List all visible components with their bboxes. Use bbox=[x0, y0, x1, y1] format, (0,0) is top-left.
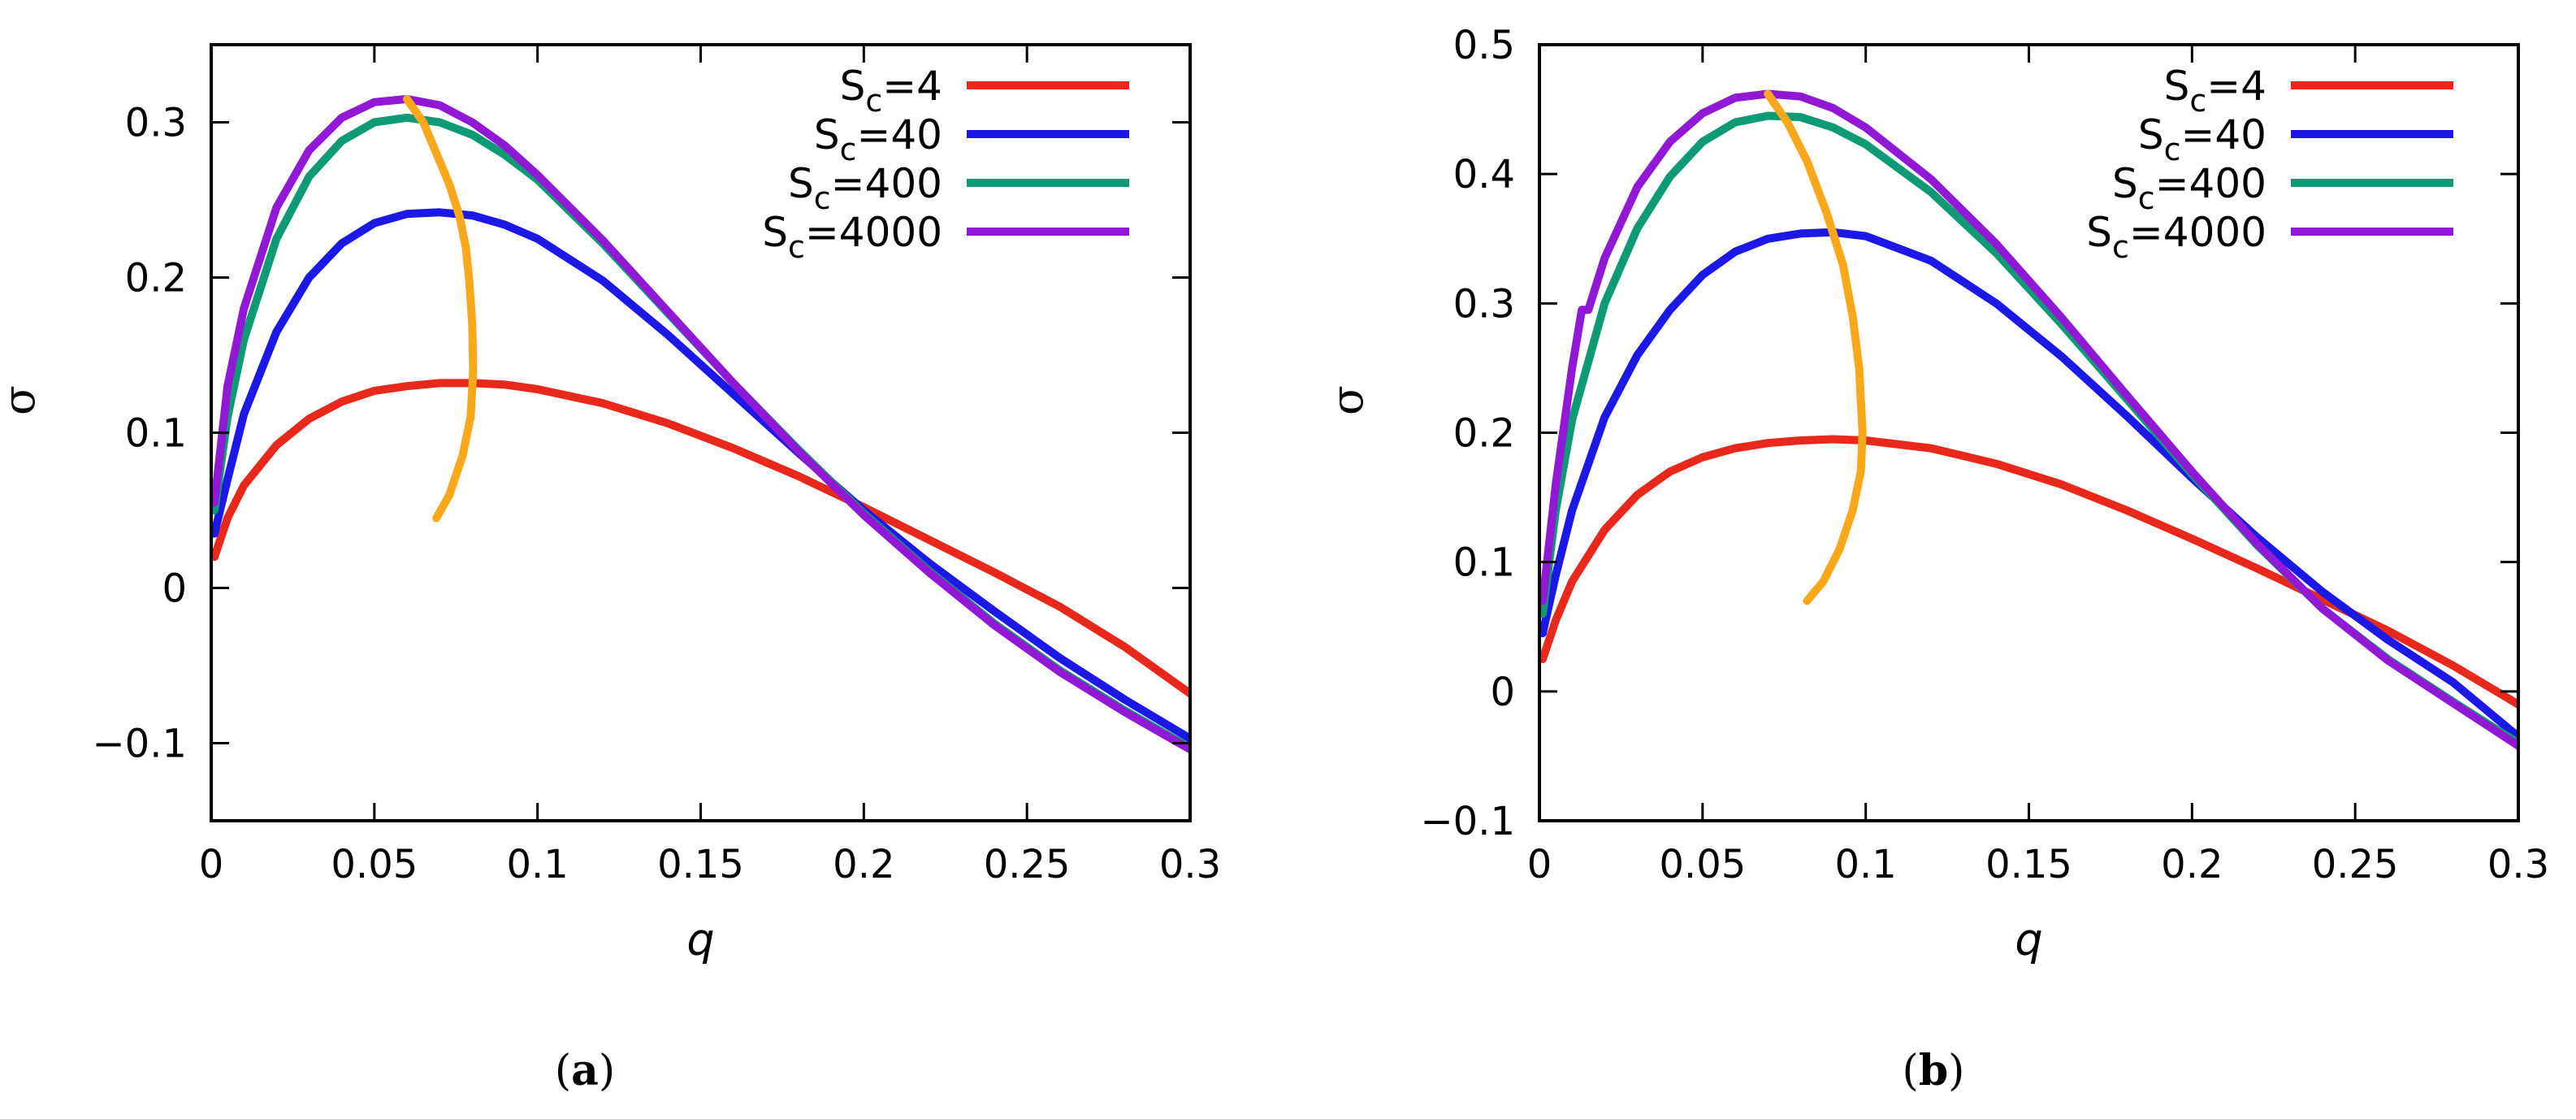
series-line-sc-4000 bbox=[1539, 89, 2518, 750]
y-tick-label: 0.3 bbox=[1453, 281, 1515, 327]
x-tick-label: 0.2 bbox=[2161, 842, 2223, 887]
legend-label: Sc=4 bbox=[2164, 63, 2266, 119]
chart-panel-a: 0 0.05 0.1 0.15 0.2 0.25 0.3 −0.1 0 0.1 0.2 0.3 q σ Sc… bbox=[0, 43, 1221, 1095]
y-tick-label: 0 bbox=[162, 566, 187, 612]
x-tick-label: 0.3 bbox=[2487, 842, 2549, 887]
y-tick-label: 0.4 bbox=[1453, 152, 1515, 197]
series-line-sc-40 bbox=[1539, 228, 2518, 741]
y-tick-label: 0.2 bbox=[125, 256, 187, 301]
x-tick-label: 0.1 bbox=[1834, 842, 1896, 887]
series-group bbox=[211, 94, 1190, 754]
y-tick-label: −0.1 bbox=[92, 722, 187, 767]
legend-label: Sc=400 bbox=[2112, 160, 2266, 216]
legend-label: Sc=40 bbox=[2138, 111, 2266, 167]
y-axis-label: σ bbox=[0, 385, 45, 415]
x-axis-label: q bbox=[2015, 914, 2042, 965]
series-group bbox=[1539, 89, 2518, 750]
panel-label: (b) bbox=[1903, 1046, 1965, 1095]
y-tick-label: 0.5 bbox=[1453, 23, 1515, 68]
y-tick-label: 0 bbox=[1490, 670, 1515, 715]
x-tick-label: 0.05 bbox=[331, 842, 418, 887]
series-line-sc-4 bbox=[211, 379, 1190, 698]
y-tick-label: 0.3 bbox=[125, 101, 187, 146]
legend-label: Sc=4000 bbox=[762, 209, 942, 265]
legend-label: Sc=4000 bbox=[2086, 209, 2266, 265]
y-tick-label: 0.1 bbox=[1453, 540, 1515, 586]
x-tick-label: 0 bbox=[199, 842, 224, 887]
legend-label: Sc=400 bbox=[788, 160, 942, 216]
x-tick-label: 0.25 bbox=[2312, 842, 2399, 887]
series-line-sc-4 bbox=[1539, 435, 2518, 709]
panel-label: (a) bbox=[555, 1046, 615, 1095]
x-tick-label: 0.15 bbox=[657, 842, 744, 887]
y-tick-label: 0.1 bbox=[125, 411, 187, 457]
legend-label: Sc=4 bbox=[840, 63, 942, 119]
legend-label: Sc=40 bbox=[814, 111, 942, 167]
maximum-trace-line bbox=[403, 94, 478, 523]
x-tick-label: 0.25 bbox=[984, 842, 1071, 887]
y-tick-label: −0.1 bbox=[1420, 799, 1515, 844]
x-tick-label: 0.05 bbox=[1659, 842, 1746, 887]
x-tick-label: 0 bbox=[1527, 842, 1552, 887]
x-tick-label: 0.1 bbox=[506, 842, 568, 887]
y-axis-label: σ bbox=[1322, 385, 1373, 415]
maximum-trace-line bbox=[1764, 89, 1867, 605]
series-line-sc-4000 bbox=[211, 94, 1190, 754]
x-tick-label: 0.3 bbox=[1159, 842, 1221, 887]
series-line-sc-40 bbox=[211, 208, 1190, 743]
chart-panel-b: 0 0.05 0.1 0.15 0.2 0.25 0.3 −0.1 0 0.1 0.2 0.3 0.4 0… bbox=[1322, 23, 2549, 1095]
y-tick-label: 0.2 bbox=[1453, 411, 1515, 457]
x-tick-label: 0.15 bbox=[1985, 842, 2072, 887]
x-axis-label: q bbox=[686, 914, 714, 965]
x-tick-label: 0.2 bbox=[833, 842, 894, 887]
